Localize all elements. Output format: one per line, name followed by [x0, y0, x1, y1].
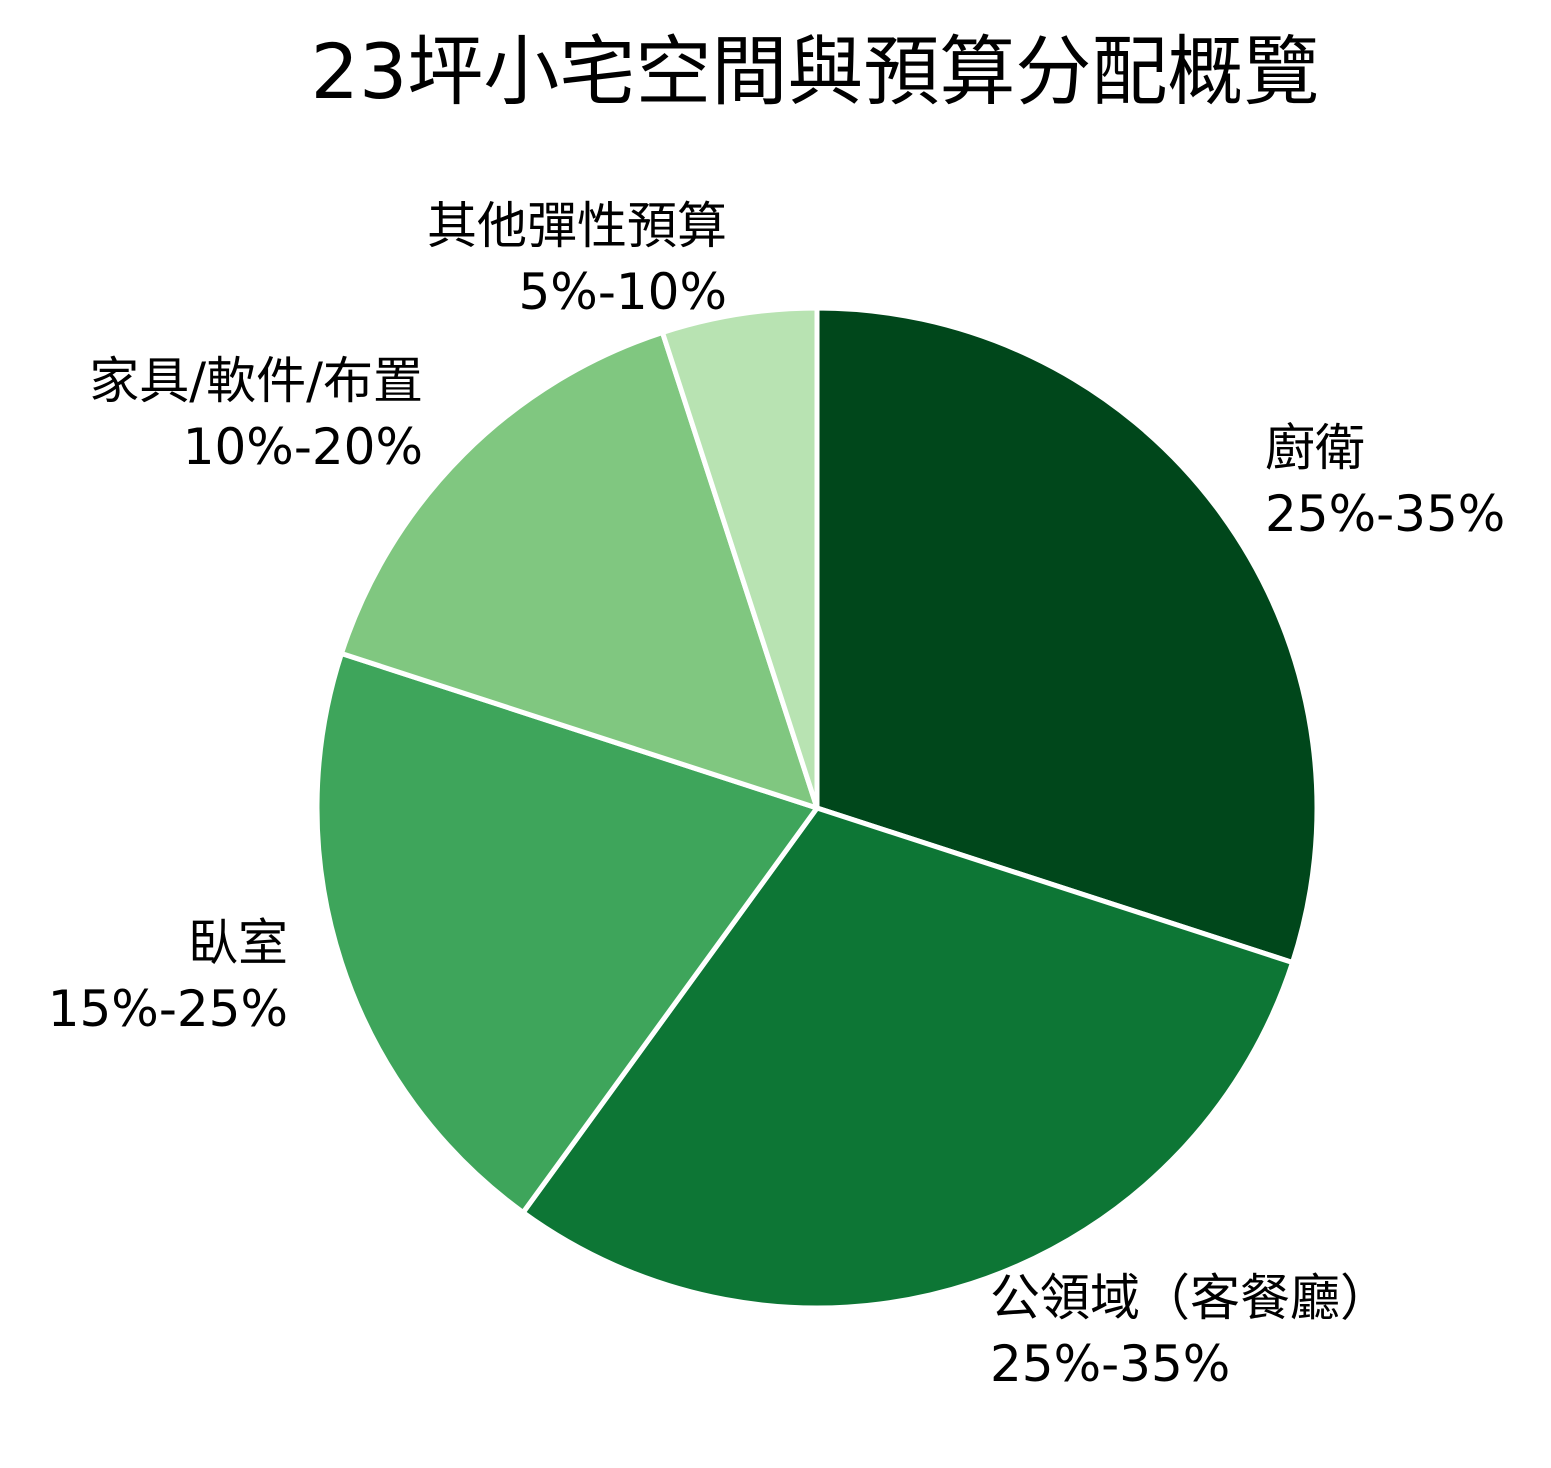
- slice-label-name-4: 家具/軟件/布置: [89, 352, 423, 410]
- pie-slice-3: [314, 650, 820, 1216]
- slice-label-range-3: 15%-25%: [48, 980, 288, 1038]
- slice-label-range-4: 10%-20%: [183, 418, 423, 476]
- pie-slice-2: [520, 805, 1296, 1311]
- pie-slice-1: [814, 305, 1320, 966]
- pie-slice-4: [338, 329, 820, 811]
- slice-label-name-2: 公領域（客餐廳）: [990, 1269, 1390, 1327]
- chart-title: 23坪小宅空間與預算分配概覽: [311, 27, 1320, 116]
- slice-labels: 廚衛 25%-35% 公領域（客餐廳） 25%-35% 臥室 15%-25% 家具/軟件/布…: [48, 197, 1506, 1393]
- slice-label-name-3: 臥室: [188, 914, 288, 972]
- slice-label-name-5: 其他彈性預算: [427, 197, 727, 255]
- slice-label-range-5: 5%-10%: [519, 263, 728, 321]
- pie-slices: [314, 305, 1320, 1311]
- slice-label-range-2: 25%-35%: [990, 1335, 1230, 1393]
- slice-label-name-1: 廚衛: [1265, 419, 1365, 477]
- slice-label-range-1: 25%-35%: [1265, 485, 1505, 543]
- pie-slice-5: [659, 305, 820, 811]
